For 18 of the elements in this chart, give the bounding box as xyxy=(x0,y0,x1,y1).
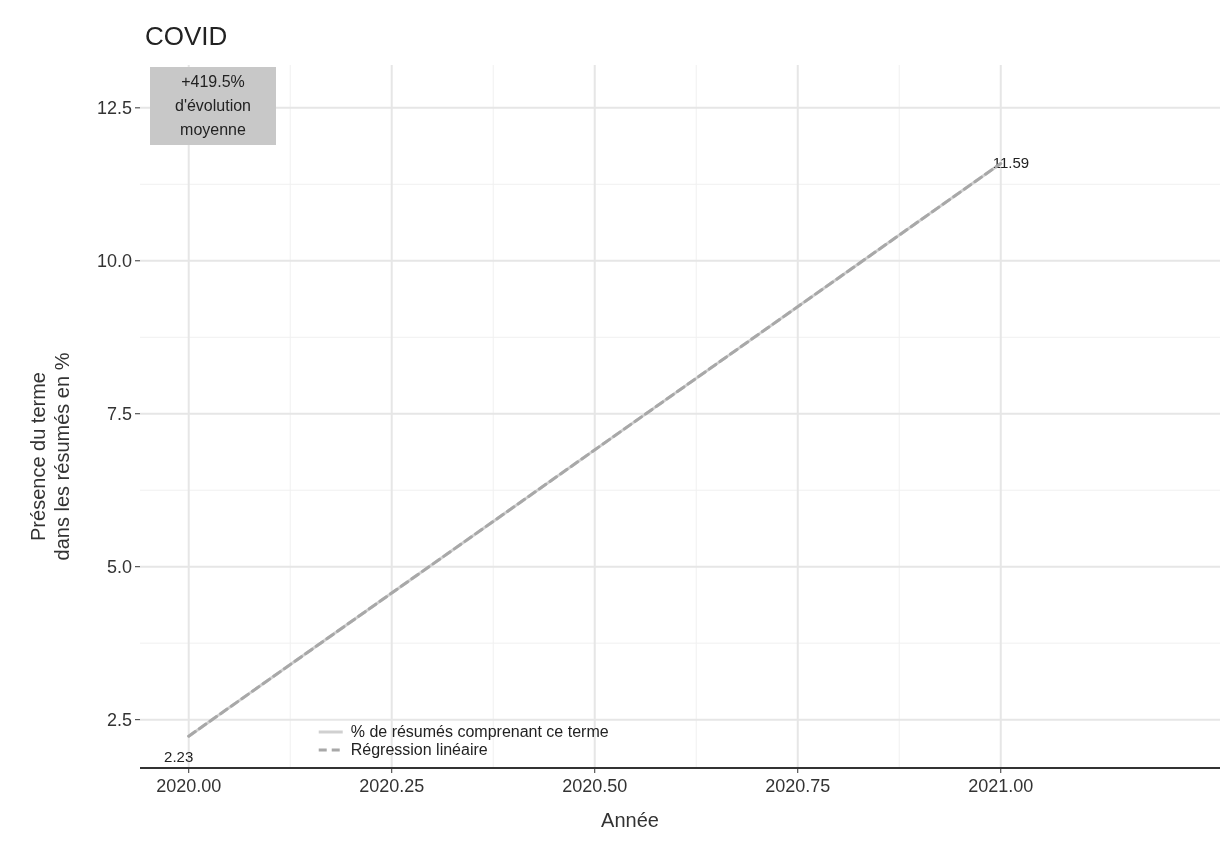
y-tick-label: 10.0 xyxy=(96,250,132,271)
y-tick-label: 2.5 xyxy=(106,709,132,730)
x-tick-label: 2020.00 xyxy=(156,776,222,796)
chart-title: COVID xyxy=(145,21,228,51)
data-label: 2.23 xyxy=(164,748,194,766)
y-tick-label: 7.5 xyxy=(106,403,132,424)
y-axis-title: Présence du terme dans les résumés en % xyxy=(27,352,73,561)
y-tick-label: 5.0 xyxy=(106,556,132,577)
x-axis-title: Année xyxy=(601,809,659,831)
x-tick-label: 2020.75 xyxy=(765,776,831,796)
x-tick-label: 2020.50 xyxy=(562,776,628,796)
legend-label: % de résumés comprenant ce terme xyxy=(350,723,609,740)
x-tick-label: 2020.25 xyxy=(359,776,425,796)
annotation: +419.5% d'évolution moyenne xyxy=(175,73,251,138)
y-tick-label: 12.5 xyxy=(96,97,132,118)
x-tick-label: 2021.00 xyxy=(968,776,1034,796)
legend-label: Régression linéaire xyxy=(350,741,488,758)
data-label: 11.59 xyxy=(992,153,1030,171)
